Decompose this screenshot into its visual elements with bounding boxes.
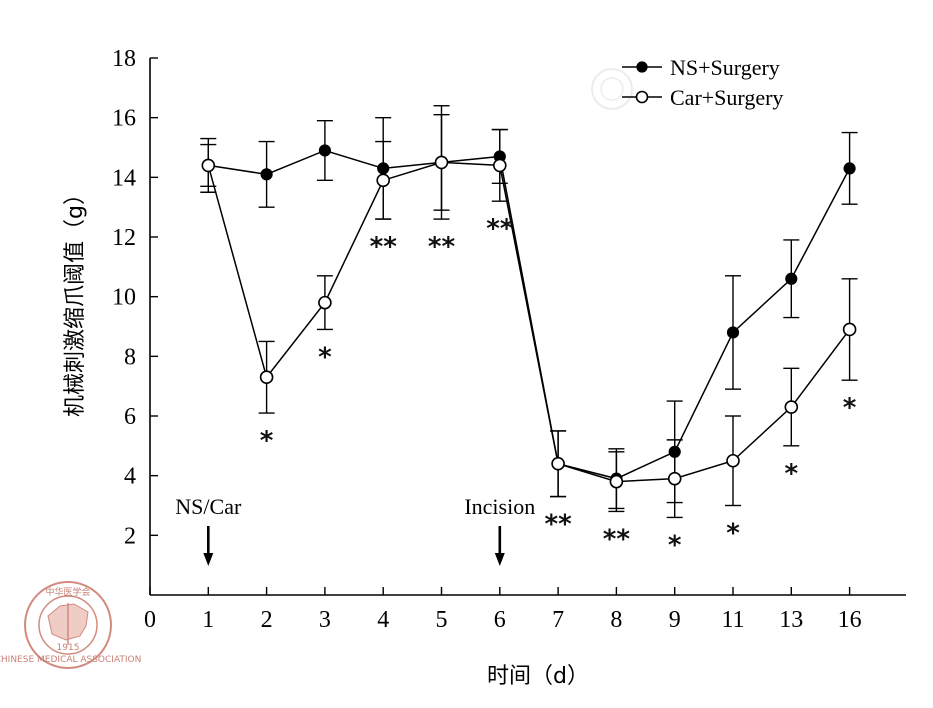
x-tick-label-2: 2 — [261, 607, 273, 633]
x-tick-label-8: 8 — [610, 607, 622, 633]
point-car-13 — [784, 400, 799, 414]
x-axis-title: 时间（d） — [487, 664, 589, 689]
significance-marker-5: ** — [428, 232, 456, 262]
x-tick-label-7: 7 — [552, 607, 564, 633]
point-car-16 — [842, 322, 857, 337]
legend-label-car: Car+Surgery — [670, 85, 783, 110]
seal-subtitle-text: CHINESE MEDICAL ASSOCIATION — [0, 655, 141, 665]
point-car-7 — [551, 456, 565, 471]
point-car-1 — [201, 158, 216, 173]
x-ticks: 0 1 2 3 4 5 6 7 8 9 11 13 16 — [144, 587, 862, 633]
significance-marker-6: ** — [486, 214, 514, 244]
legend-marker-car — [635, 90, 649, 104]
x-tick-label-9: 9 — [669, 607, 681, 633]
cma-seal: 中华医学会 CHINESE MEDICAL ASSOCIATION 1915 — [0, 581, 141, 669]
x-tick-label-0: 0 — [144, 607, 156, 633]
annotation-label-ns-car: NS/Car — [175, 494, 242, 519]
significance-marker-7: ** — [544, 510, 572, 540]
x-tick-label-11: 11 — [721, 607, 744, 633]
legend: NS+Surgery Car+Surgery — [622, 55, 783, 110]
watermark-faint — [591, 68, 633, 110]
watermark-faint-seal — [591, 68, 633, 110]
y-tick-label-12: 12 — [112, 225, 136, 251]
x-tick-label-1: 1 — [202, 607, 214, 633]
y-tick-label-14: 14 — [112, 165, 136, 191]
series-line-car — [207, 161, 851, 483]
point-car-9 — [667, 471, 682, 486]
x-tick-label-3: 3 — [319, 607, 331, 633]
significance-marker-16: * — [843, 393, 857, 423]
series-layer — [200, 105, 858, 519]
significance-layer: **** ****** ** * *** — [260, 214, 857, 560]
y-ticks: 2 4 6 8 10 12 14 16 18 — [112, 46, 158, 549]
y-tick-label-6: 6 — [124, 404, 136, 430]
axes — [149, 58, 906, 596]
series-car — [200, 105, 858, 519]
point-car-11 — [726, 453, 740, 468]
y-tick-label-18: 18 — [112, 46, 136, 72]
seal-outer-ring — [24, 581, 112, 669]
y-tick-label-8: 8 — [124, 344, 136, 370]
watermark-faint-seal-inner — [600, 77, 624, 101]
point-ns-3 — [318, 144, 331, 157]
significance-marker-2: * — [260, 426, 274, 456]
significance-marker-13: * — [784, 459, 798, 489]
annotation-label-incision: Incision — [464, 494, 535, 519]
point-car-2 — [259, 370, 274, 385]
x-tick-label-13: 13 — [779, 607, 803, 633]
point-car-5 — [434, 155, 449, 170]
series-line-ns — [208, 149, 851, 480]
seal-year-text: 1915 — [57, 643, 80, 653]
point-car-8 — [609, 474, 624, 489]
point-car-4 — [376, 173, 391, 188]
significance-marker-4: ** — [370, 232, 398, 262]
significance-marker-11: * — [726, 519, 740, 549]
point-ns-13 — [785, 272, 798, 285]
y-axis-title: 机械刺激缩爪阈值（g） — [63, 183, 88, 417]
legend-marker-ns — [636, 61, 648, 73]
y-tick-label-10: 10 — [112, 285, 136, 311]
point-car-3 — [318, 295, 332, 310]
x-tick-label-16: 16 — [838, 607, 862, 633]
annotation-arrow-head-incision — [494, 553, 505, 566]
annotation-layer: NS/Car Incision — [175, 494, 535, 566]
x-tick-label-4: 4 — [377, 607, 389, 633]
significance-marker-9: * — [668, 530, 682, 560]
x-tick-label-5: 5 — [436, 607, 448, 633]
y-tick-label-2: 2 — [124, 523, 136, 549]
seal-inner-ring — [38, 595, 98, 655]
y-tick-label-4: 4 — [124, 464, 136, 490]
point-ns-11 — [726, 326, 740, 339]
annotation-arrow-head-ns-car — [203, 553, 214, 566]
legend-label-ns: NS+Surgery — [670, 55, 780, 80]
point-car-6 — [492, 158, 507, 173]
seal-title-text: 中华医学会 — [45, 586, 90, 598]
y-tick-label-16: 16 — [112, 106, 136, 132]
point-ns-16 — [843, 162, 856, 175]
significance-marker-3: * — [318, 342, 332, 372]
x-tick-label-6: 6 — [494, 607, 506, 633]
point-ns-2 — [260, 168, 273, 181]
significance-marker-8: ** — [603, 524, 631, 554]
